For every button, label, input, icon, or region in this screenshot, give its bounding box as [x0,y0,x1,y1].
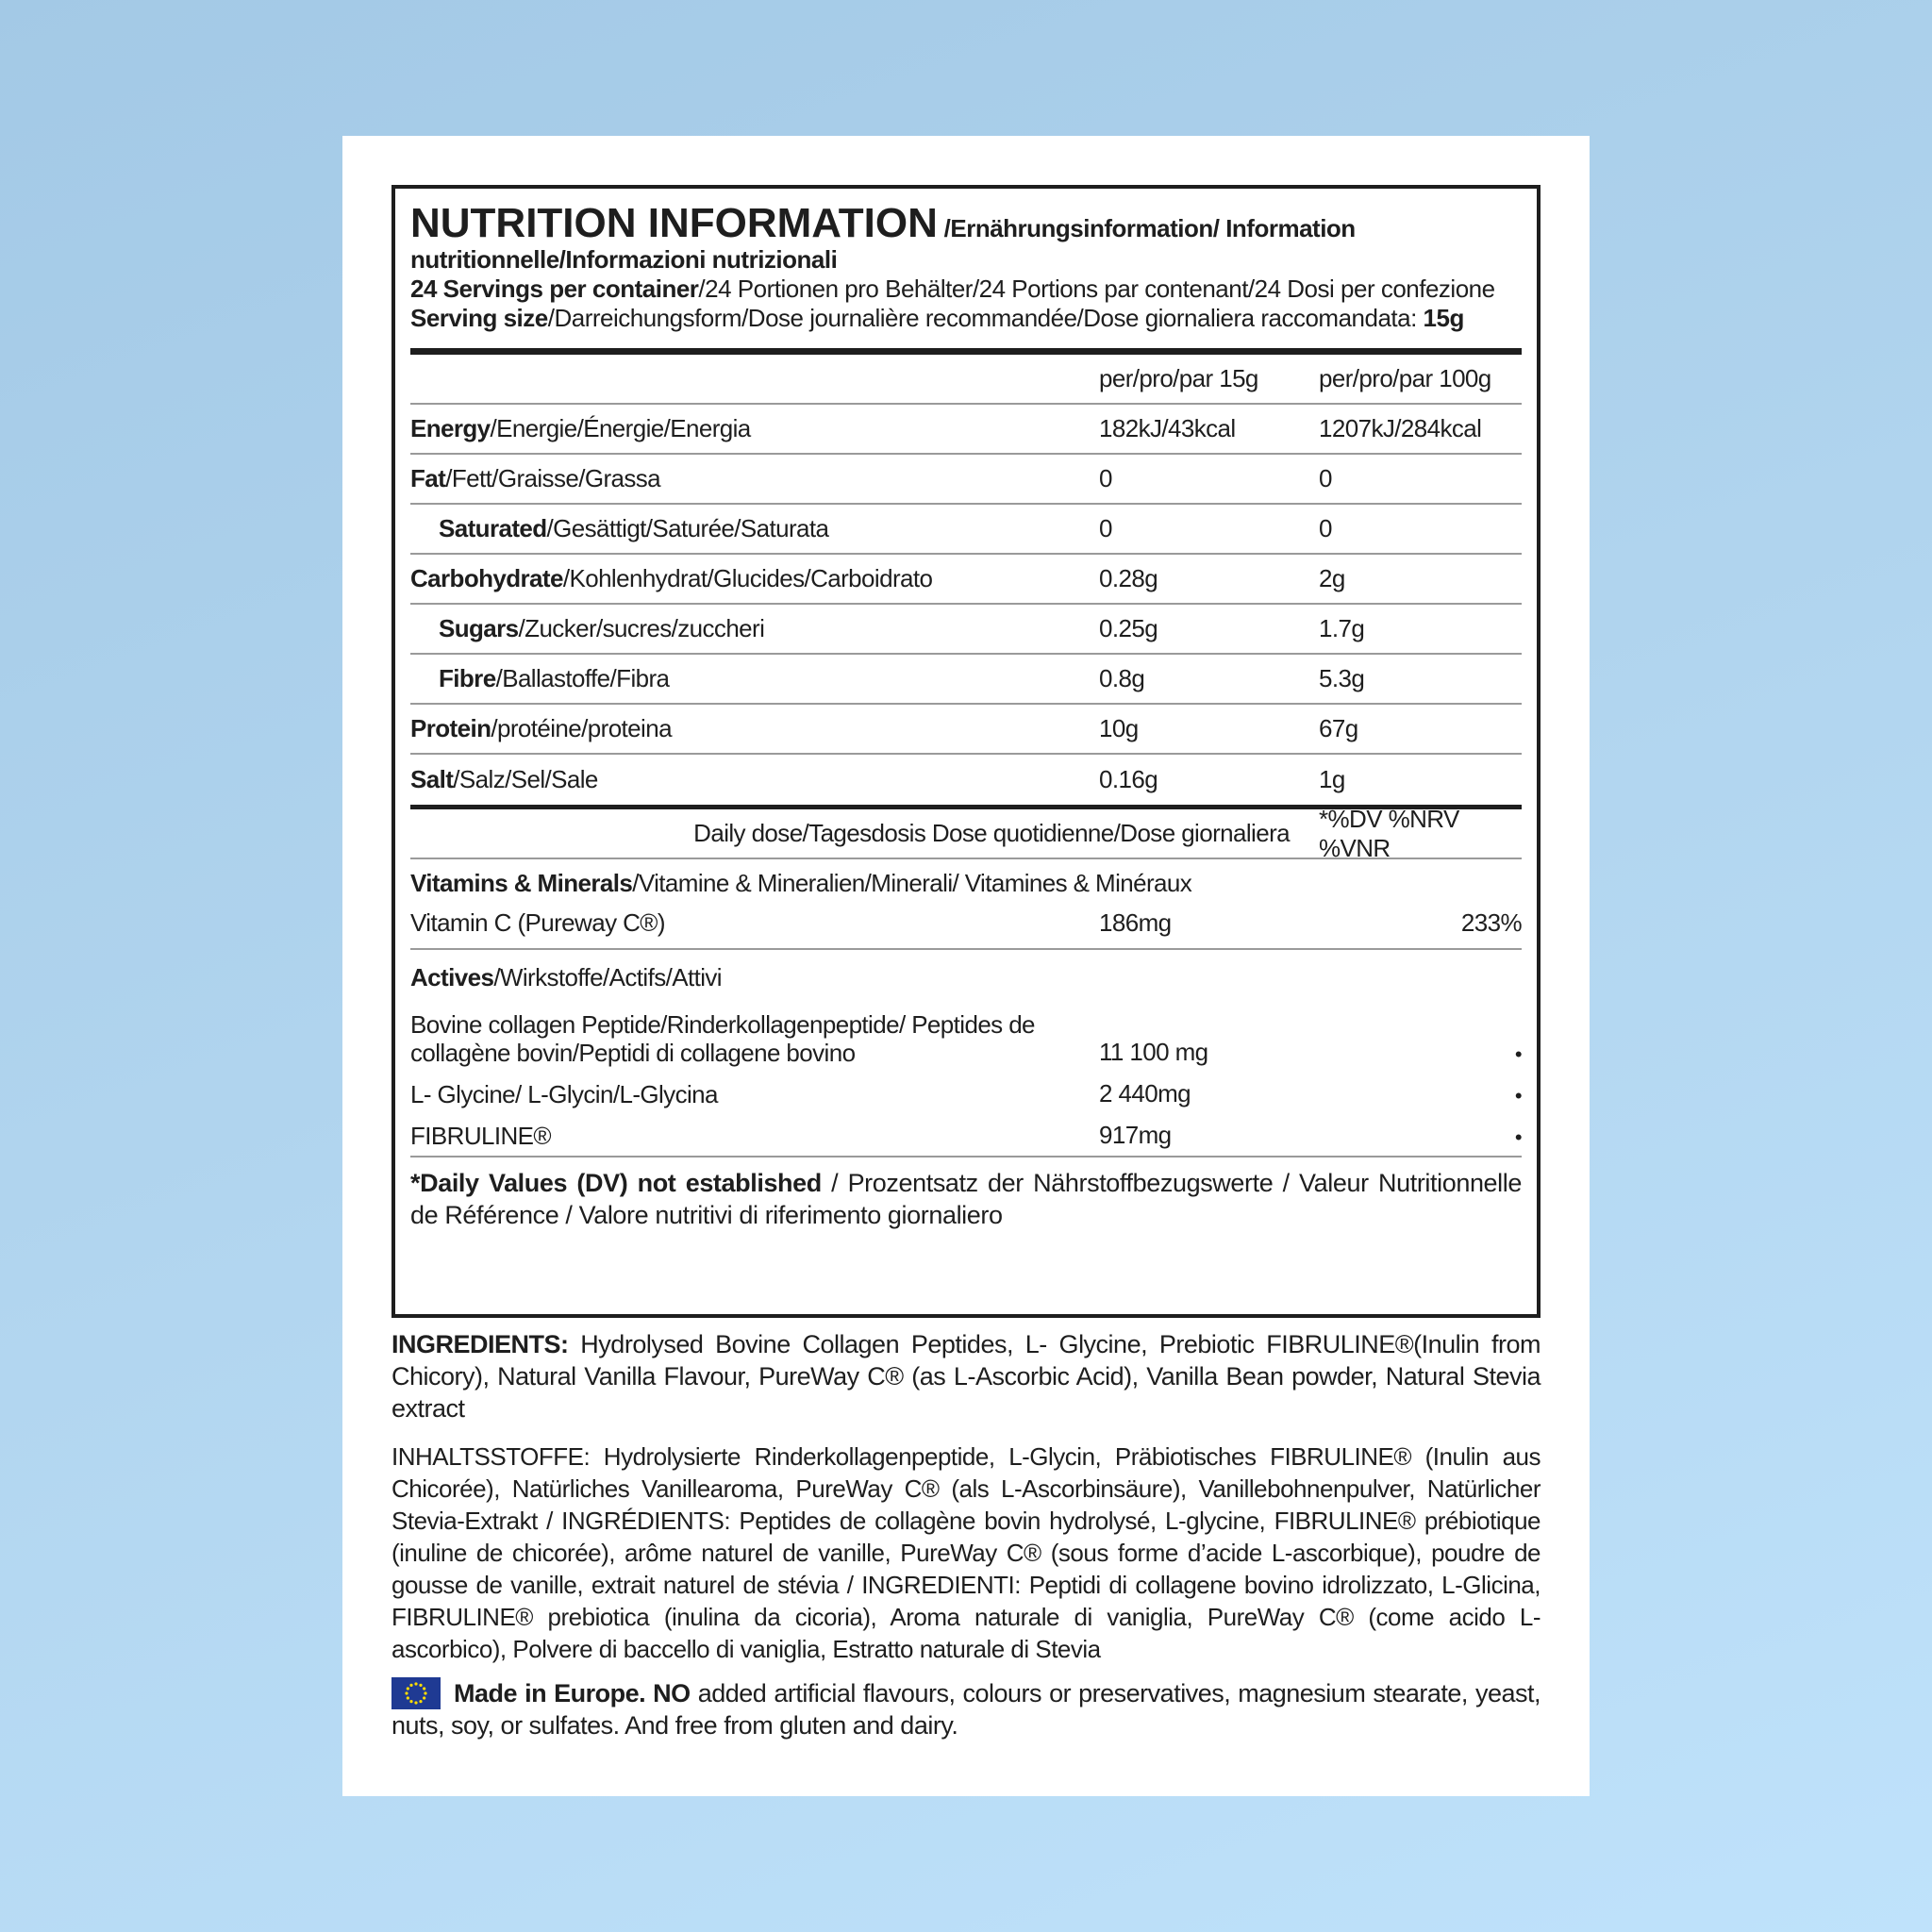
daily-dose-header: Daily dose/Tagesdosis Dose quotidienne/D… [410,805,1522,862]
active-row: FIBRULINE® 917mg • [410,1121,1523,1150]
daily-values-footnote: *Daily Values (DV) not established / Pro… [410,1169,1522,1229]
servings-per-container: 24 Servings per container/24 Portionen p… [410,275,1495,303]
serving-size: Serving size/Darreichungsform/Dose journ… [410,304,1464,332]
active-row: L- Glycine/ L-Glycin/L-Glycina 2 440mg • [410,1079,1523,1108]
vitamin-c-row: Vitamin C (Pureway C®) 186mg 233% [410,897,1523,950]
ingredients-en: INGREDIENTS: Hydrolysed Bovine Collagen … [391,1330,1541,1423]
nutrient-row: Energy/Energie/Énergie/Energia 182kJ/43kc… [410,405,1522,455]
nutrient-row: Fat/Fett/Graisse/Grassa 0 0 [410,455,1522,505]
nutrient-row: Salt/Salz/Sel/Sale 0.16g 1g [410,765,1345,793]
active-row: Bovine collagen Peptide/Rinderkollagenpe… [410,1010,1523,1067]
product-label: NUTRITION INFORMATION /Ernährungsinforma… [342,136,1590,1796]
eu-flag-icon [391,1677,441,1709]
nutrition-panel: NUTRITION INFORMATION /Ernährungsinforma… [391,185,1541,1318]
panel-title: NUTRITION INFORMATION /Ernährungsinforma… [410,200,1356,275]
nutrient-row: Saturated/Gesättigt/Saturée/Saturata 0 0 [410,505,1522,555]
nutrient-row: Sugars/Zucker/sucres/zuccheri 0.25g 1.7g [410,605,1522,655]
divider [410,805,1522,809]
table-header: per/pro/par 15g per/pro/par 100g [410,355,1522,405]
nutrient-row: Protein/protéine/proteina 10g 67g [410,705,1522,755]
nutrient-row: Carbohydrate/Kohlenhydrat/Glucides/Carbo… [410,555,1522,605]
vitamins-heading: Vitamins & Minerals/Vitamine & Mineralie… [410,869,1192,897]
actives-heading: Actives/Wirkstoffe/Actifs/Attivi [410,963,723,991]
divider [410,348,1522,355]
ingredients-multilingual: INHALTSSTOFFE: Hydrolysierte Rinderkolla… [391,1442,1541,1663]
made-in-europe: Made in Europe. NO added artificial flav… [391,1677,1541,1740]
nutrient-row: Fibre/Ballastoffe/Fibra 0.8g 5.3g [410,655,1522,705]
